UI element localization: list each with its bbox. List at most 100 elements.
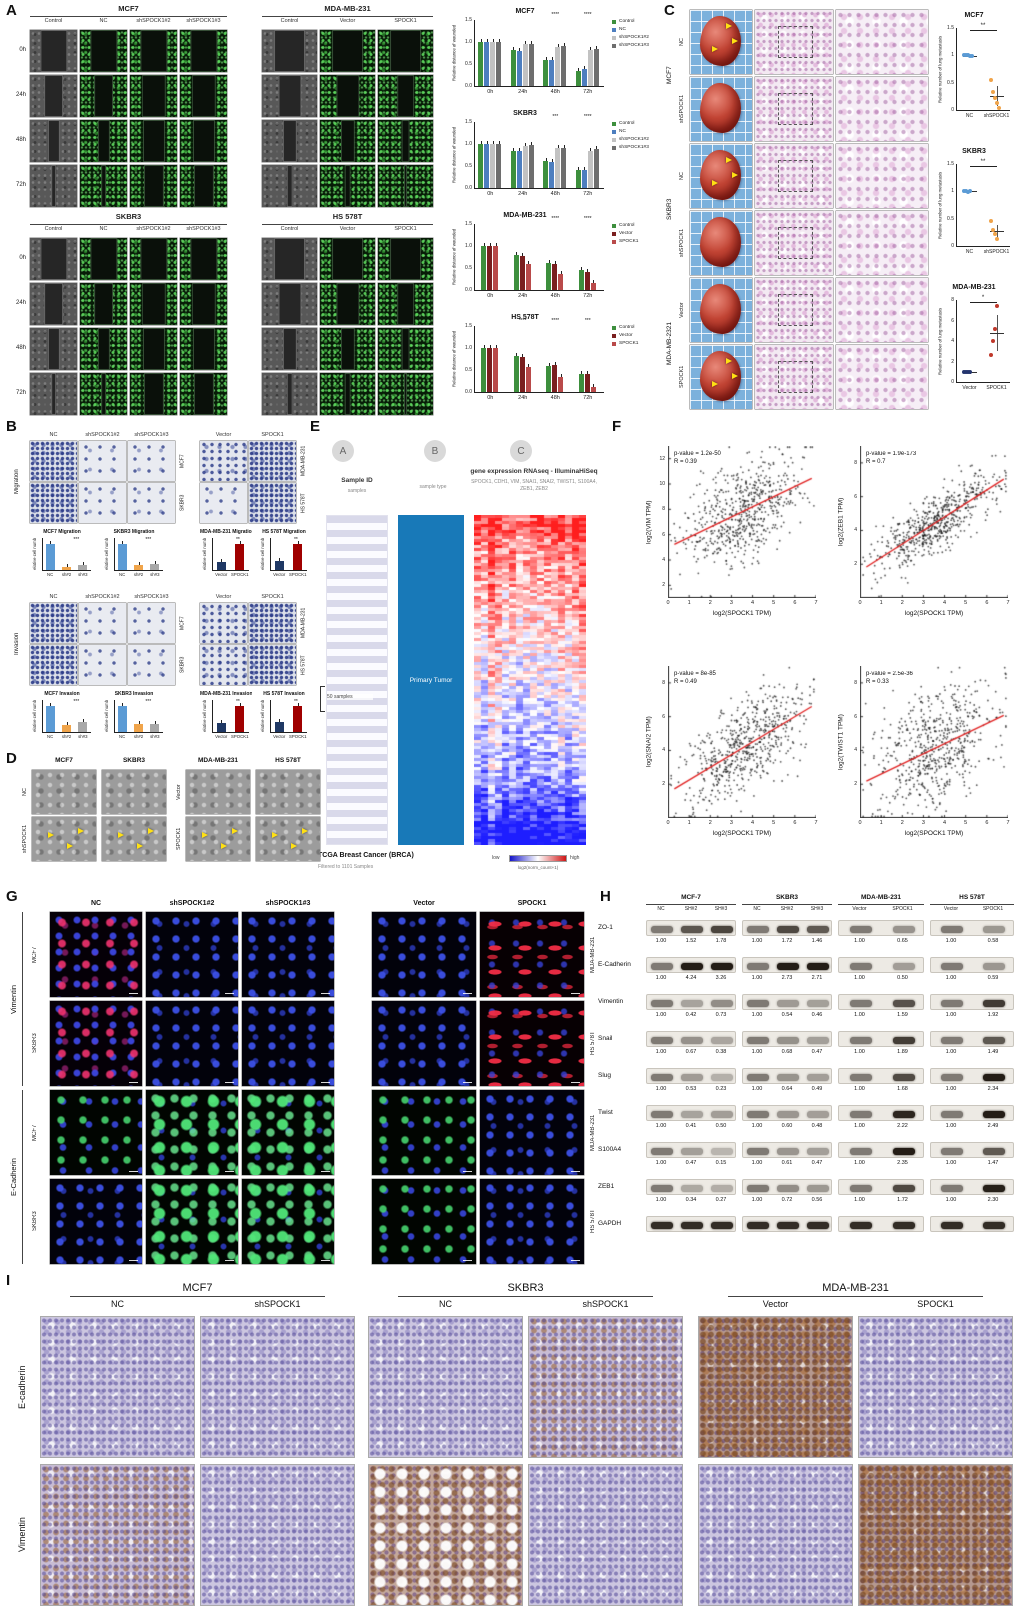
protein-band — [807, 1073, 829, 1081]
significance: ** — [293, 537, 298, 543]
band-value: 1.00 — [655, 974, 667, 981]
legend-label: shSPOCK1#3 — [619, 145, 649, 150]
protein-band — [747, 1036, 769, 1044]
ihc-image — [858, 1464, 1013, 1606]
bar — [555, 148, 561, 188]
y-tick-label: 0.0 — [465, 185, 472, 191]
group-label: NC — [965, 113, 974, 119]
error-bar — [551, 158, 553, 162]
lane-label: SPOCK1 — [892, 906, 913, 912]
wound-gap — [93, 283, 114, 325]
y-tick-label: 0.5 — [947, 79, 954, 86]
x-axis — [956, 110, 1010, 111]
protein-band — [711, 925, 733, 933]
blot-strip — [838, 994, 924, 1010]
transwell-image — [128, 483, 175, 523]
panel-label-c: C — [664, 2, 675, 19]
wound-gap — [273, 30, 306, 72]
bar — [478, 42, 484, 86]
wound-image — [320, 165, 375, 207]
treatment-label: shSPOCK1 — [582, 1299, 629, 1309]
error-bar — [578, 67, 580, 71]
y-tick-label: 1.5 — [465, 221, 472, 227]
x-tick-label: 24h — [518, 293, 528, 299]
error-bar — [279, 557, 281, 561]
cell-line-label: MCF7 — [32, 1124, 38, 1141]
x-axis — [42, 570, 91, 571]
blot-strip — [646, 994, 736, 1010]
bar — [216, 723, 226, 732]
transwell-image — [79, 483, 126, 523]
treatment-label: Control — [280, 226, 299, 232]
error-bar — [513, 147, 515, 151]
protein-band — [681, 1073, 703, 1081]
protein-band — [747, 1184, 769, 1192]
mean-line — [989, 96, 1004, 98]
band-value: 1.00 — [655, 1048, 667, 1055]
y-tick-label: 1.5 — [465, 17, 472, 23]
transwell-image — [249, 603, 296, 643]
protein-band — [681, 1221, 703, 1229]
blot-strip — [742, 957, 832, 973]
band-value: 1.00 — [751, 974, 763, 981]
wound-gap — [47, 120, 60, 162]
error-bar — [279, 719, 281, 723]
legend-swatch — [612, 44, 616, 48]
blot-strip — [646, 1105, 736, 1121]
significance: **** — [551, 12, 560, 18]
y-tick-label: 4 — [854, 747, 857, 754]
error-bar — [548, 362, 550, 366]
band-value: 1.00 — [751, 1122, 763, 1129]
protein-band — [777, 999, 799, 1007]
band-value: 0.47 — [811, 1159, 823, 1166]
protein-band — [941, 1073, 963, 1081]
blot-strip — [930, 1216, 1014, 1232]
band-value: 0.27 — [715, 1196, 727, 1203]
protein-label: Slug — [598, 1072, 612, 1079]
he-low-mag-image — [755, 77, 833, 141]
bar — [558, 377, 564, 392]
bar — [513, 355, 519, 392]
x-axis — [114, 570, 163, 571]
protein-band — [807, 1147, 829, 1155]
data-point — [967, 369, 972, 374]
x-tick-label: 24h — [518, 395, 528, 401]
panel-label-h: H — [600, 888, 611, 905]
error-bar — [563, 144, 565, 148]
lane-label: NC — [657, 906, 665, 912]
wound-gap — [143, 373, 164, 415]
treatment-label: shSPOCK1#3 — [186, 226, 221, 232]
wound-image — [320, 373, 375, 415]
mini-bar-chart: MCF7 Invasion NC sh#2 sh#3 *** Relative cell … — [30, 691, 94, 745]
protein-band — [941, 1110, 963, 1118]
band-value: 1.00 — [945, 1159, 957, 1166]
timepoint-label: 24h — [15, 92, 26, 98]
timepoint-label: 72h — [15, 182, 26, 188]
treatment-label: NC — [49, 432, 58, 438]
data-point — [969, 54, 974, 59]
protein-band — [892, 925, 915, 933]
data-point — [990, 227, 995, 232]
wound-gap — [100, 373, 107, 415]
protein-band — [777, 962, 799, 970]
y-axis-label: Relative number of lung metastasis — [937, 35, 943, 103]
transwell-image — [249, 645, 296, 685]
chart-title: MDA-MB-231 Migration — [200, 529, 252, 535]
protein-band — [983, 1036, 1005, 1044]
cell-line-label: MDA-MB-231 — [300, 607, 307, 639]
treatment-label: Vector — [413, 900, 435, 907]
bar — [117, 706, 127, 732]
wound-gap — [50, 373, 57, 415]
bar — [575, 170, 581, 188]
error-bar — [495, 345, 497, 348]
wound-gap — [142, 120, 165, 162]
blot-strip — [646, 957, 736, 973]
transwell-image — [79, 603, 126, 643]
protein-band — [777, 1036, 799, 1044]
error-bar — [560, 374, 562, 378]
p-value-label: p-value = 2.5e-36 — [866, 671, 913, 677]
stain-label: Vimentin — [17, 1517, 27, 1553]
protein-band — [807, 962, 829, 970]
he-low-mag-image — [755, 10, 833, 74]
bar — [578, 270, 584, 290]
